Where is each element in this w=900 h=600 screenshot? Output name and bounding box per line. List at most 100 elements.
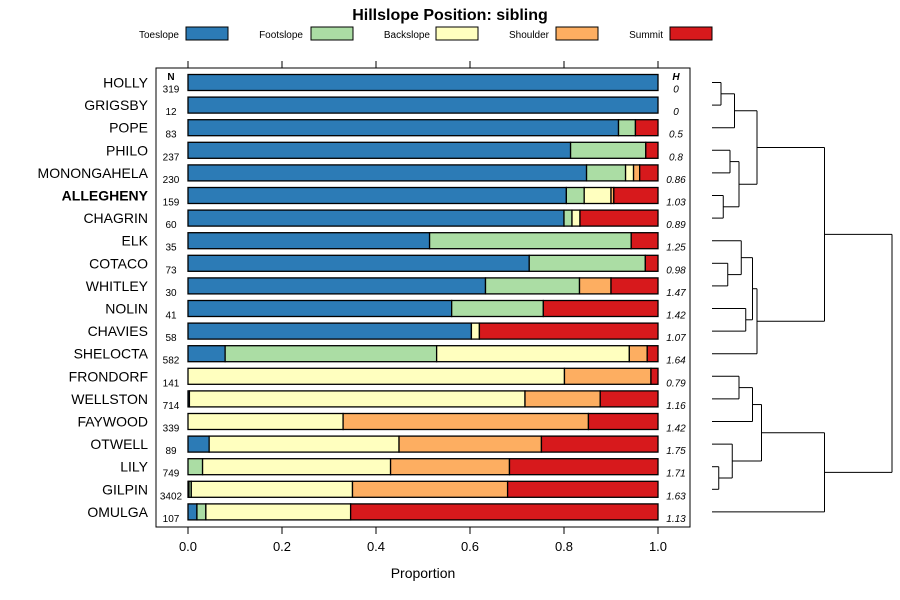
bar-whitley-toeslope (187, 277, 487, 295)
legend-label-toeslope: Toeslope (139, 30, 179, 41)
n-value-grigsby: 12 (165, 107, 177, 118)
row-label-nolin: NOLIN (105, 301, 148, 317)
bar-chagrin-toeslope (187, 209, 565, 227)
bar-cotaco-summit (644, 254, 659, 272)
bar-frondorf-shoulder (563, 367, 652, 385)
n-value-gilpin: 3402 (160, 491, 183, 502)
bar-monongahela-toeslope (187, 164, 588, 182)
legend-label-shoulder: Shoulder (509, 30, 550, 41)
legend-label-backslope: Backslope (384, 30, 431, 41)
bar-shelocta-toeslope (187, 345, 226, 363)
h-value-gilpin: 1.63 (666, 491, 686, 502)
bar-grigsby-toeslope (187, 96, 659, 114)
row-label-frondorf: FRONDORF (69, 368, 148, 384)
bar-pope-summit (634, 119, 659, 137)
bar-monongahela-footslope (585, 164, 627, 182)
bar-nolin-footslope (451, 299, 544, 318)
h-value-cotaco: 0.98 (666, 265, 686, 276)
bar-gilpin-summit (506, 480, 659, 498)
bar-monongahela-summit (639, 164, 659, 182)
h-value-monongahela: 0.86 (666, 175, 686, 186)
h-value-lily: 1.71 (666, 469, 685, 480)
bar-lily-footslope (187, 458, 204, 476)
h-value-faywood: 1.42 (666, 424, 686, 435)
n-value-nolin: 41 (165, 311, 177, 322)
n-value-monongahela: 230 (163, 175, 180, 186)
n-value-whitley: 30 (165, 288, 177, 299)
n-value-chavies: 58 (165, 333, 177, 344)
bar-frondorf-summit (650, 367, 659, 385)
bar-elk-toeslope (187, 232, 431, 250)
x-tick-label: 0.6 (461, 539, 479, 554)
legend-swatch-backslope (435, 26, 479, 41)
h-value-allegheny: 1.03 (666, 198, 686, 209)
n-value-pope: 83 (165, 130, 177, 141)
bar-faywood-shoulder (342, 412, 590, 431)
bar-omulga-toeslope (187, 503, 198, 521)
n-value-philo: 237 (163, 152, 180, 163)
row-label-monongahela: MONONGAHELA (38, 165, 149, 181)
legend-swatch-toeslope (185, 26, 229, 41)
x-axis-label: Proportion (391, 565, 456, 581)
h-value-otwell: 1.75 (666, 446, 686, 457)
bar-otwell-toeslope (187, 435, 210, 453)
n-column-header: N (167, 72, 174, 83)
bar-philo-summit (645, 141, 659, 159)
bar-philo-toeslope (187, 141, 572, 159)
h-value-shelocta: 1.64 (666, 356, 686, 367)
row-label-pope: POPE (109, 120, 148, 136)
n-value-lily: 749 (163, 469, 180, 480)
legend: Toeslope Footslope Backslope Shoulder Summit (139, 26, 713, 41)
n-value-omulga: 107 (163, 514, 180, 525)
row-label-gilpin: GILPIN (102, 481, 148, 497)
bar-allegheny-backslope (583, 186, 612, 205)
h-value-omulga: 1.13 (666, 514, 686, 525)
bar-chavies-summit (478, 322, 659, 340)
h-value-nolin: 1.42 (666, 311, 686, 322)
chart-title: Hillslope Position: sibling (352, 7, 548, 24)
x-axis: 0.0 0.2 0.4 0.6 0.8 1.0 (179, 61, 667, 554)
bar-allegheny-toeslope (187, 186, 568, 205)
h-column-header: H (672, 72, 680, 83)
h-value-chavies: 1.07 (666, 333, 686, 344)
bar-cotaco-toeslope (187, 254, 530, 272)
x-tick-label: 0.2 (273, 539, 291, 554)
bar-philo-footslope (569, 141, 647, 159)
bar-omulga-summit (349, 503, 659, 521)
bar-lily-shoulder (389, 458, 511, 476)
row-label-philo: PHILO (106, 142, 148, 158)
x-tick-label: 1.0 (649, 539, 667, 554)
row-label-faywood: FAYWOOD (77, 414, 148, 430)
h-value-pope: 0.5 (669, 130, 683, 141)
legend-swatch-footslope (310, 26, 354, 41)
bar-nolin-summit (542, 299, 659, 318)
bar-chagrin-footslope (563, 209, 573, 227)
bar-chavies-backslope (470, 322, 481, 340)
h-value-elk: 1.25 (666, 243, 686, 254)
n-value-chagrin: 60 (165, 220, 177, 231)
bar-whitley-shoulder (578, 277, 612, 295)
x-tick-label: 0.0 (179, 539, 197, 554)
bar-faywood-backslope (187, 412, 344, 431)
bar-lily-backslope (201, 458, 392, 476)
h-value-chagrin: 0.89 (666, 220, 686, 231)
n-value-elk: 35 (165, 243, 177, 254)
n-value-frondorf: 141 (163, 378, 180, 389)
row-label-grigsby: GRIGSBY (84, 97, 148, 113)
bar-allegheny-summit (613, 186, 659, 205)
bar-gilpin-shoulder (351, 480, 509, 498)
bar-otwell-backslope (208, 435, 400, 453)
row-label-cotaco: COTACO (89, 255, 148, 271)
bar-holly-toeslope (187, 73, 659, 92)
row-label-allegheny: ALLEGHENY (62, 188, 149, 204)
row-label-otwell: OTWELL (90, 436, 148, 452)
bar-shelocta-summit (646, 345, 659, 363)
bar-whitley-summit (610, 277, 659, 295)
legend-swatch-summit (669, 26, 713, 41)
bar-monongahela-shoulder (632, 164, 641, 182)
h-value-wellston: 1.16 (666, 401, 686, 412)
bar-frondorf-backslope (187, 367, 566, 385)
n-value-holly: 319 (163, 85, 180, 96)
bar-wellston-backslope (188, 390, 526, 408)
